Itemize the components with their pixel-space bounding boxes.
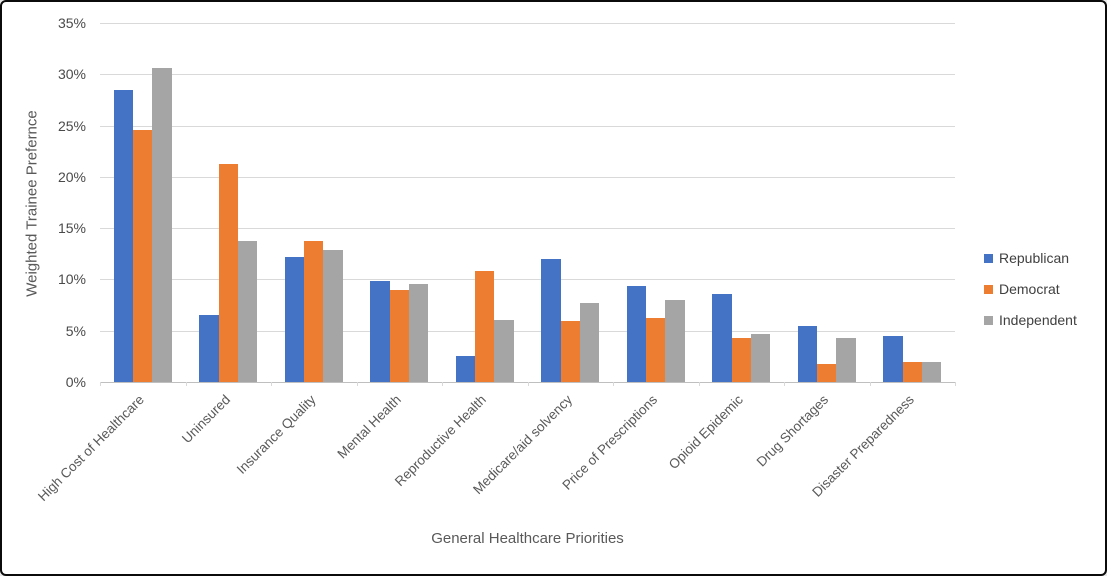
legend-item-independent: Independent <box>984 309 1077 331</box>
x-axis-tick <box>100 382 101 386</box>
legend-label: Republican <box>999 250 1070 266</box>
bar-republican-0 <box>113 89 134 382</box>
bar-independent-7 <box>750 333 771 382</box>
bar-group-4 <box>455 271 514 382</box>
y-tick-label: 15% <box>57 220 86 237</box>
gridline-20 <box>100 176 955 178</box>
y-axis-title: Weighted Trainee Prefernce <box>23 110 41 297</box>
x-category-label: High Cost of Healthcare <box>35 392 148 504</box>
bar-group-2 <box>284 241 343 382</box>
x-axis-tick <box>356 382 358 386</box>
bar-republican-6 <box>626 285 647 382</box>
x-axis-tick <box>955 382 956 386</box>
x-axis-tick <box>527 382 529 386</box>
plot-area: 0% 5% 10% 15% 20% 25% 30% 35% High Cost of Healt… <box>35 15 956 504</box>
legend-item-republican: Republican <box>984 247 1077 269</box>
gridline-35 <box>100 23 955 24</box>
x-axis-tick <box>869 382 871 386</box>
x-axis-tick <box>698 382 700 386</box>
y-tick-label: 30% <box>57 66 86 83</box>
legend: Republican Democrat Independent <box>984 247 1077 340</box>
bar-independent-6 <box>665 299 685 382</box>
bar-group-7 <box>712 293 771 382</box>
x-category-label: Price of Prescriptions <box>559 392 661 493</box>
x-category-label: Drug Shortages <box>753 392 832 470</box>
bar-independent-1 <box>237 241 258 382</box>
gridline-5 <box>100 330 955 332</box>
bar-democrat-9 <box>902 361 922 382</box>
bar-group-6 <box>626 285 685 382</box>
bar-group-9 <box>883 335 942 382</box>
gridline-25 <box>100 125 955 127</box>
legend-item-democrat: Democrat <box>984 278 1077 300</box>
legend-swatch-icon <box>984 284 993 294</box>
x-category-label: Insurance Quality <box>233 392 319 477</box>
bar-group-5 <box>541 258 600 382</box>
x-axis-tick <box>185 382 187 386</box>
x-category-label: Uninsured <box>178 392 233 447</box>
bar-group-1 <box>199 163 258 382</box>
bar-republican-1 <box>199 315 219 382</box>
bar-group-8 <box>797 325 856 382</box>
bar-democrat-6 <box>646 318 666 382</box>
y-tick-label: 5% <box>65 322 86 339</box>
x-category-label: Reproductive Health <box>392 392 490 490</box>
bar-democrat-2 <box>304 241 324 382</box>
bar-independent-9 <box>921 361 942 382</box>
bar-democrat-5 <box>560 321 580 382</box>
bar-republican-9 <box>883 335 903 382</box>
x-axis-tick <box>784 382 785 386</box>
gridline-10 <box>100 279 955 281</box>
bar-independent-8 <box>836 337 856 382</box>
y-tick-label: 0% <box>65 374 86 390</box>
bar-republican-8 <box>797 325 818 382</box>
bar-democrat-8 <box>817 363 837 382</box>
bar-democrat-4 <box>475 271 495 382</box>
gridline-15 <box>100 228 955 230</box>
x-axis-tick <box>613 382 614 386</box>
x-category-label: Mental Health <box>334 392 404 462</box>
y-tick-label: 25% <box>57 117 86 134</box>
bar-independent-2 <box>323 249 343 382</box>
x-category-label: Opioid Epidemic <box>665 392 746 473</box>
bar-republican-4 <box>455 356 476 382</box>
bar-republican-2 <box>284 256 305 382</box>
bar-group-0 <box>113 68 172 382</box>
x-axis-tick <box>271 382 272 386</box>
legend-swatch-icon <box>984 315 993 325</box>
y-tick-label: 10% <box>57 271 86 288</box>
x-axis-title: General Healthcare Priorities <box>431 530 624 547</box>
bar-republican-3 <box>370 281 390 382</box>
bar-democrat-3 <box>389 289 409 382</box>
bar-group-3 <box>370 281 429 382</box>
bar-republican-7 <box>712 293 732 382</box>
bar-independent-0 <box>152 68 172 382</box>
y-tick-label: 20% <box>57 168 86 185</box>
gridline-30 <box>100 74 955 76</box>
x-axis-tick <box>442 382 443 386</box>
y-tick-label: 35% <box>57 15 86 31</box>
bar-democrat-7 <box>731 337 751 382</box>
bar-independent-4 <box>494 320 514 382</box>
legend-label: Independent <box>999 312 1077 328</box>
bar-republican-5 <box>541 258 561 382</box>
legend-swatch-icon <box>984 253 993 263</box>
bar-democrat-0 <box>133 129 153 382</box>
bar-democrat-1 <box>218 163 238 382</box>
legend-label: Democrat <box>999 281 1060 297</box>
bar-independent-5 <box>579 303 600 382</box>
bar-independent-3 <box>408 283 429 382</box>
